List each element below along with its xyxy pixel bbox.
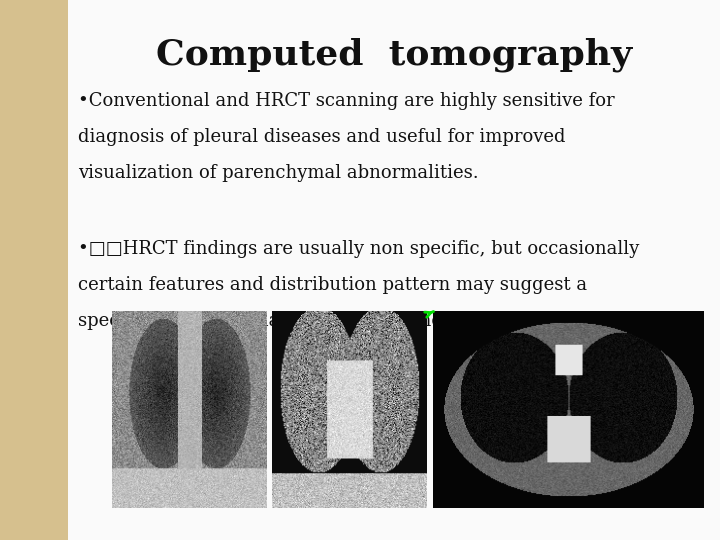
Text: Computed  tomography: Computed tomography	[156, 38, 632, 72]
Text: specific cause and may help narrow the differential diagnosis: specific cause and may help narrow the d…	[78, 312, 642, 330]
Text: diagnosis of pleural diseases and useful for improved: diagnosis of pleural diseases and useful…	[78, 128, 565, 146]
Bar	[0, 0, 68, 540]
Text: •□□HRCT findings are usually non specific, but occasionally: •□□HRCT findings are usually non specifi…	[78, 240, 639, 258]
Text: visualization of parenchymal abnormalities.: visualization of parenchymal abnormaliti…	[78, 164, 479, 182]
Text: •Conventional and HRCT scanning are highly sensitive for: •Conventional and HRCT scanning are high…	[78, 92, 615, 110]
Text: certain features and distribution pattern may suggest a: certain features and distribution patter…	[78, 276, 587, 294]
